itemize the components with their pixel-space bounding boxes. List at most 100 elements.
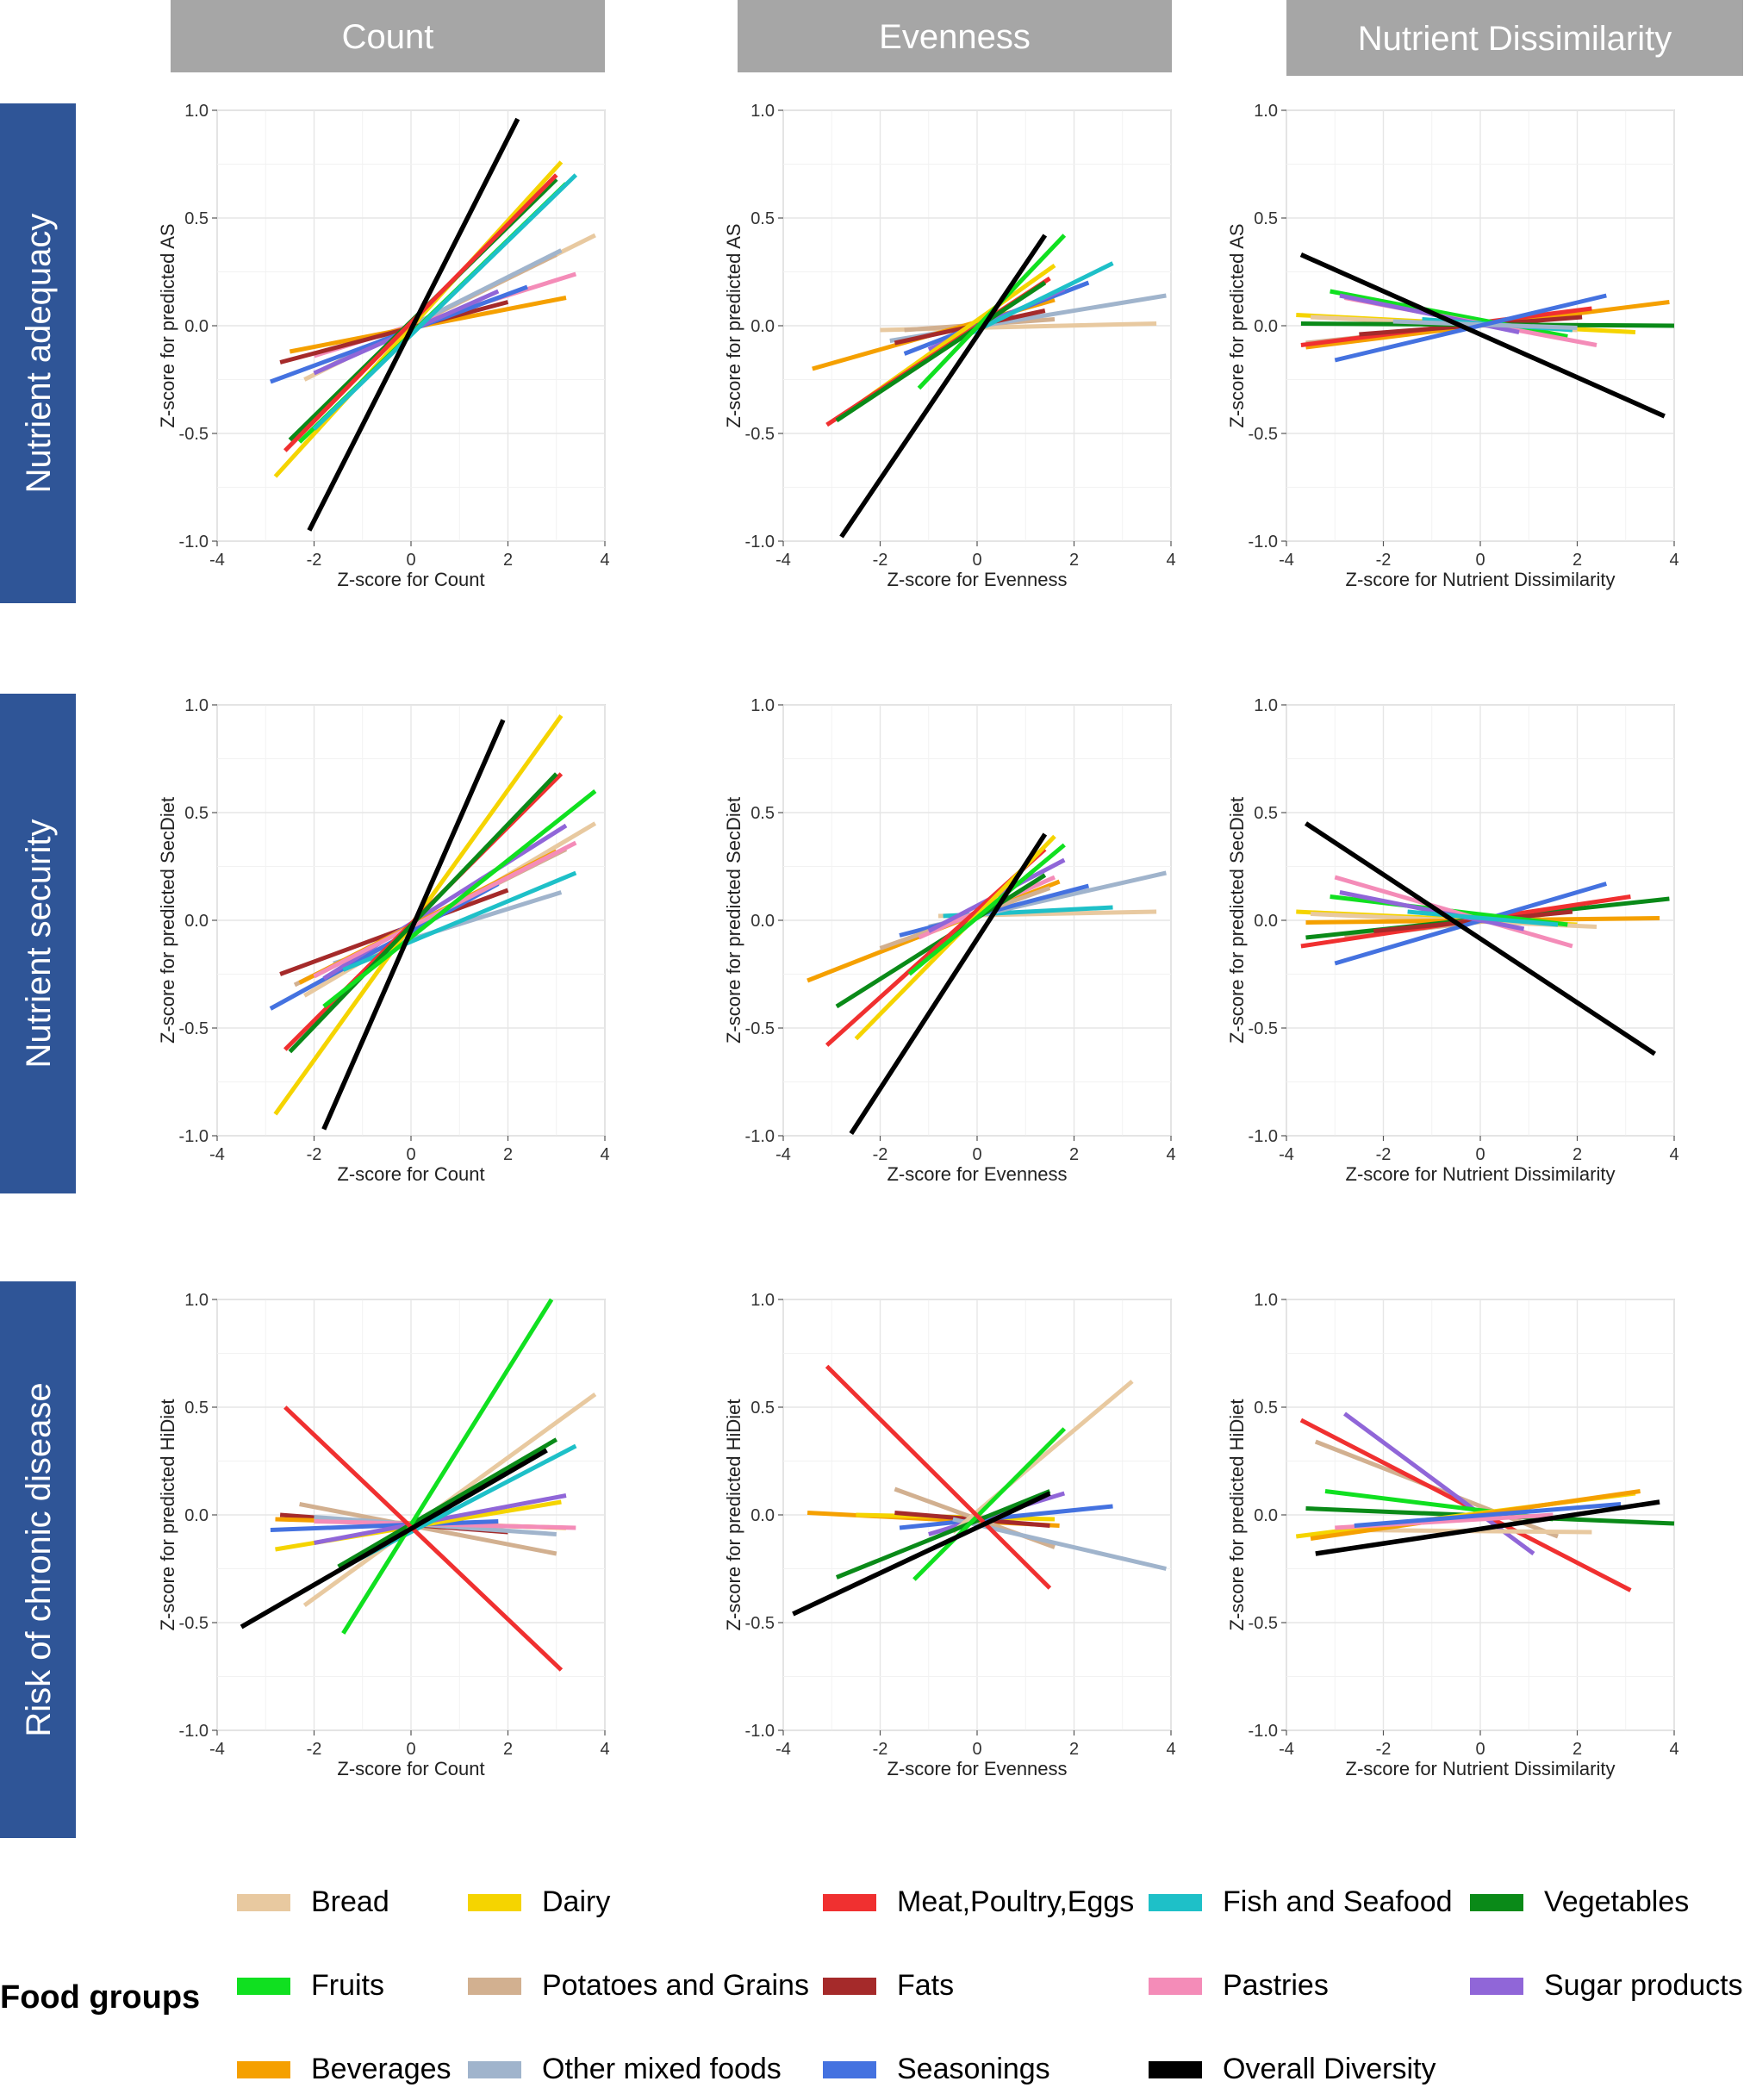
legend-items: Bread Dairy Meat,Poultry,Eggs Fish and Seaf… [237, 1885, 1743, 2085]
legend-swatch [823, 1894, 876, 1911]
x-tick-label: -4 [209, 1740, 225, 1759]
x-tick-label: -4 [1279, 1145, 1294, 1164]
x-tick-label: 0 [406, 1740, 415, 1759]
legend-item-potatoes-and-grains: Potatoes and Grains [468, 1969, 809, 2002]
row-band-adequacy-bg [0, 103, 76, 603]
legend-item-fish-and-seafood: Fish and Seafood [1149, 1885, 1453, 1918]
x-tick-label: -2 [873, 1145, 888, 1164]
x-tick-label: -4 [1279, 551, 1294, 570]
y-axis-label: Z-score for predicted HiDiet [157, 1399, 178, 1631]
y-tick-label: -0.5 [745, 1614, 775, 1633]
x-tick-label: -4 [209, 1145, 225, 1164]
legend-swatch [468, 1894, 521, 1911]
column-header-count: Count [342, 18, 434, 56]
legend-swatch [1470, 1894, 1523, 1911]
legend-label: Potatoes and Grains [542, 1969, 809, 2002]
y-tick-label: -1.0 [745, 1127, 775, 1146]
series-line-overall-diversity [307, 117, 520, 532]
x-tick-label: 2 [1069, 1145, 1079, 1164]
series-lines [1296, 252, 1675, 419]
series-line-overall-diversity [1304, 821, 1657, 1056]
chart-panels: -4 -2 0 2 4 -1.0 -0.5 0.0 0.5 1.0 Z-score for Coun… [157, 102, 1679, 1779]
x-tick-label: 4 [1166, 1740, 1175, 1759]
y-tick-label: 0.5 [750, 209, 775, 228]
series-line-fruits [341, 1298, 554, 1635]
series-line-vegetables [288, 772, 558, 1054]
x-tick-label: 0 [406, 551, 415, 570]
legend-label: Fats [897, 1969, 954, 2002]
y-tick-label: -1.0 [1249, 533, 1278, 551]
legend-swatch [823, 1978, 876, 1995]
x-tick-label: -2 [307, 1740, 322, 1759]
legend-label: Overall Diversity [1223, 2053, 1435, 2085]
x-axis-label: Z-score for Count [337, 1758, 484, 1779]
x-tick-label: 0 [1475, 551, 1485, 570]
panel-nutrient-adequacy-nutrient-dissimilarity: -4 -2 0 2 4 -1.0 -0.5 0.0 0.5 1.0 Z-score for Nutr… [1226, 102, 1679, 590]
legend-item-pastries: Pastries [1149, 1969, 1329, 2002]
x-tick-label: 0 [406, 1145, 415, 1164]
y-tick-label: 0.0 [184, 317, 209, 336]
column-header-count-bg [171, 0, 605, 72]
x-tick-label: 4 [1166, 1145, 1175, 1164]
legend-label: Seasonings [897, 2053, 1050, 2085]
y-tick-label: -0.5 [179, 1019, 209, 1038]
series-line-overall-diversity [321, 719, 506, 1131]
y-tick-label: 0.0 [750, 1506, 775, 1525]
legend-item-dairy: Dairy [468, 1885, 610, 1918]
y-tick-label: 0.5 [184, 1399, 209, 1418]
x-tick-label: -2 [1376, 1740, 1392, 1759]
x-tick-label: -2 [873, 551, 888, 570]
legend-label: Bread [311, 1885, 389, 1918]
y-tick-label: -0.5 [745, 1019, 775, 1038]
x-axis-label: Z-score for Evenness [887, 569, 1067, 590]
x-tick-label: -4 [775, 1740, 791, 1759]
y-tick-label: -1.0 [1249, 1127, 1278, 1146]
series-line-meat-poultry-eggs [825, 1364, 1052, 1590]
y-tick-label: -0.5 [1249, 425, 1278, 444]
series-lines [812, 234, 1167, 539]
series-line-overall-diversity [1299, 252, 1666, 419]
x-axis-label: Z-score for Count [337, 569, 484, 590]
y-axis-label: Z-score for predicted AS [157, 223, 178, 427]
x-tick-label: -4 [209, 551, 225, 570]
gridlines [782, 109, 1172, 542]
series-line-meat-poultry-eggs [283, 1405, 564, 1672]
y-tick-label: 0.5 [750, 804, 775, 823]
series-line-seasonings [1354, 1502, 1622, 1528]
column-header-evenness-bg [738, 0, 1172, 72]
row-band-chronic-bg [0, 1281, 76, 1838]
y-tick-label: 0.5 [1254, 804, 1278, 823]
x-tick-label: 2 [503, 1145, 513, 1164]
y-tick-label: 1.0 [184, 1291, 209, 1310]
x-tick-label: 0 [1475, 1740, 1485, 1759]
y-tick-label: -0.5 [179, 425, 209, 444]
row-band-adequacy: Nutrient adequacy [20, 214, 58, 494]
series-lines [269, 714, 597, 1131]
series-line-potatoes-and-grains [299, 1502, 557, 1556]
legend-label: Vegetables [1544, 1885, 1689, 1918]
y-axis-label: Z-score for predicted HiDiet [1226, 1399, 1248, 1631]
series-line-fruits [322, 789, 597, 1008]
series-line-fats [279, 300, 509, 365]
y-tick-label: 0.5 [184, 209, 209, 228]
panel-nutrient-adequacy-count: -4 -2 0 2 4 -1.0 -0.5 0.0 0.5 1.0 Z-score for Coun… [157, 102, 610, 590]
legend-swatch [1470, 1978, 1523, 1995]
series-lines [1296, 821, 1670, 1056]
series-line-vegetables [835, 280, 1047, 423]
legend-swatch [823, 2061, 876, 2078]
panel-risk-of-chronic-disease-count: -4 -2 0 2 4 -1.0 -0.5 0.0 0.5 1.0 Z-score for Coun… [157, 1291, 610, 1779]
x-tick-label: 4 [600, 551, 609, 570]
y-tick-label: -0.5 [1249, 1614, 1278, 1633]
legend-swatch [237, 1978, 290, 1995]
series-lines [240, 1298, 597, 1672]
legend-item-vegetables: Vegetables [1470, 1885, 1689, 1918]
panel-nutrient-security-nutrient-dissimilarity: -4 -2 0 2 4 -1.0 -0.5 0.0 0.5 1.0 Z-score for Nutr… [1226, 696, 1679, 1185]
legend-label: Fish and Seafood [1223, 1885, 1453, 1918]
y-tick-label: 1.0 [184, 696, 209, 715]
x-tick-label: 0 [1475, 1145, 1485, 1164]
legend-label: Beverages [311, 2053, 452, 2085]
y-tick-label: 0.5 [750, 1399, 775, 1418]
series-line-overall-diversity [792, 1491, 1051, 1617]
y-tick-label: -1.0 [179, 533, 209, 551]
series-line-seasonings [1334, 882, 1608, 966]
